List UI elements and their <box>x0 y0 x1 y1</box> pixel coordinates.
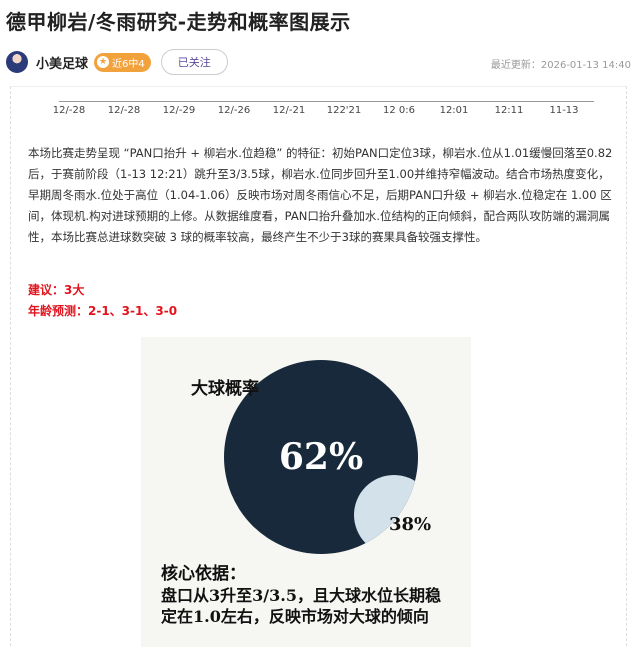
author-name[interactable]: 小美足球 <box>36 56 89 72</box>
axis-tick-label: 12:01 <box>439 105 469 116</box>
suggestion: 建议：3大 <box>28 283 85 297</box>
star-icon: ★ <box>97 56 110 68</box>
caption-heading: 核心依据： <box>161 563 246 584</box>
analysis-paragraph: 本场比赛走势呈现 “PAN口抬升 + 柳岩水.位趋稳” 的特征：初始PAN口定位… <box>28 146 613 244</box>
slice-label-over: 62% <box>279 436 363 478</box>
axis-tick-label: 12:11 <box>494 105 524 116</box>
trend-chart-axis <box>59 101 594 102</box>
caption-line: 盘口从3升至3/3.5，且大球水位长期稳 <box>161 586 441 605</box>
caption-line: 定在1.0左右，反映市场对大球的倾向 <box>160 607 429 626</box>
chart-title: 大球概率 <box>191 378 259 399</box>
axis-tick-label: 11-13 <box>549 105 579 116</box>
score-prediction: 年龄预测：2-1、3-1、3-0 <box>28 304 178 318</box>
avatar[interactable] <box>6 51 28 73</box>
article-content: 12/-28 12/-28 12/-29 12/-26 12/-21 122'21 12 0… <box>10 86 627 647</box>
axis-tick-label: 12 0:6 <box>383 105 415 116</box>
probability-chart-image: 大球概率 62% 38% 核心依据： 盘口从3升至3/3.5，且大球水位长期稳 … <box>141 337 471 647</box>
record-badge: ★ 近6中4 <box>94 52 151 72</box>
follow-button[interactable]: 已关注 <box>160 49 228 75</box>
axis-tick-label: 12/-26 <box>217 105 251 116</box>
axis-tick-label: 12/-21 <box>272 105 306 116</box>
axis-tick-label: 12/-28 <box>107 105 141 116</box>
author-bar: 小美足球 ★ 近6中4 已关注 <box>6 49 228 75</box>
axis-tick-label: 12/-28 <box>52 105 86 116</box>
slice-label-under: 38% <box>389 514 431 535</box>
axis-tick-label: 12/-29 <box>162 105 196 116</box>
axis-tick-label: 122'21 <box>326 105 362 116</box>
badge-text: 近6中4 <box>112 58 145 70</box>
article-title: 德甲柳岩/冬雨研究-走势和概率图展示 <box>6 10 351 34</box>
pie-chart: 大球概率 62% 38% 核心依据： 盘口从3升至3/3.5，且大球水位长期稳 … <box>160 360 441 626</box>
updated-time: 最近更新：2026-01-13 14:40 <box>490 60 631 71</box>
